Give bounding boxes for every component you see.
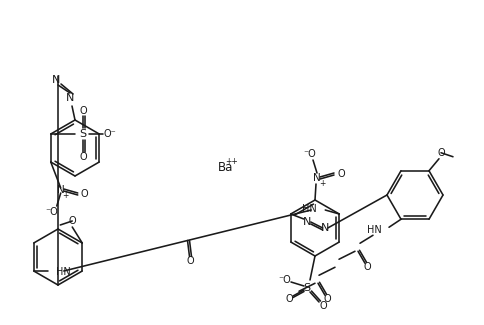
Text: O: O [322,294,330,304]
Text: HN: HN [56,267,70,277]
Text: N: N [302,217,310,227]
Text: HN: HN [302,204,317,214]
Text: O⁻: O⁻ [103,129,116,139]
Text: O: O [186,256,194,266]
Text: ++: ++ [225,158,238,166]
Text: O: O [285,294,292,304]
Text: O: O [81,189,89,199]
Text: S: S [303,283,310,293]
Text: N: N [313,173,320,183]
Text: O: O [363,262,370,272]
Text: +: + [318,179,324,188]
Text: S: S [79,129,86,139]
Text: N: N [320,223,328,233]
Text: ⁻O: ⁻O [45,207,58,217]
Text: +: + [62,191,69,201]
Text: Ba: Ba [217,162,233,175]
Text: N: N [57,185,64,195]
Text: ⁻O: ⁻O [303,149,316,159]
Text: O: O [318,301,326,311]
Text: N: N [66,93,74,103]
Text: O: O [68,216,76,226]
Text: HN: HN [366,225,381,235]
Text: N: N [52,75,60,85]
Text: O: O [80,152,88,162]
Text: O: O [436,148,444,158]
Text: O: O [336,169,344,179]
Text: O: O [80,106,88,116]
Text: ⁻O: ⁻O [278,275,291,285]
